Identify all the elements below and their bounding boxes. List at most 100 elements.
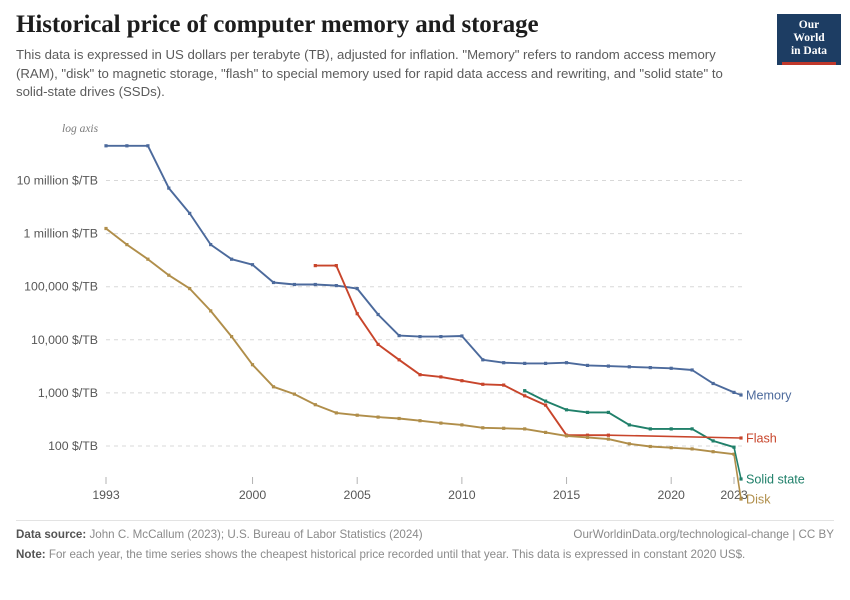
data-point-marker[interactable] [439,335,443,339]
data-point-marker[interactable] [355,287,359,291]
data-point-marker[interactable] [271,280,276,285]
data-point-marker[interactable] [167,186,171,190]
data-point-marker[interactable] [397,358,401,362]
data-point-marker[interactable] [209,243,213,247]
series-disk[interactable] [104,226,736,456]
data-point-marker[interactable] [146,144,150,148]
data-point-marker[interactable] [188,287,192,291]
data-point-marker[interactable] [250,263,255,267]
data-point-marker[interactable] [397,334,401,338]
data-point-marker[interactable] [502,383,506,387]
data-point-marker[interactable] [209,309,213,313]
data-point-marker[interactable] [544,399,548,403]
data-point-marker[interactable] [460,334,464,338]
data-point-marker[interactable] [250,363,255,367]
data-point-marker[interactable] [564,361,569,365]
data-point-marker[interactable] [606,410,610,414]
data-point-marker[interactable] [648,444,652,449]
data-point-marker[interactable] [146,257,150,261]
data-point-marker[interactable] [313,282,317,287]
series-label-solid-state[interactable]: Solid state [746,473,805,487]
data-point-marker[interactable] [125,243,129,247]
data-point-marker[interactable] [627,365,631,369]
data-point-marker[interactable] [627,423,631,427]
data-point-marker[interactable] [167,273,171,277]
data-point-marker[interactable] [502,426,506,430]
data-point-marker[interactable] [564,434,569,438]
data-point-marker[interactable] [544,430,548,434]
data-point-marker[interactable] [690,427,694,431]
data-point-marker[interactable] [564,408,569,412]
series-line[interactable] [105,144,735,394]
owid-logo-rule [782,62,836,65]
data-point-marker[interactable] [690,447,694,451]
data-point-marker[interactable] [606,437,610,441]
data-point-marker[interactable] [418,419,422,423]
data-point-marker[interactable] [544,361,548,365]
data-point-marker[interactable] [627,442,631,446]
chart-plot-area[interactable]: log axis 100 $/TB 1,000 $/TB 10,000 $/TB 10… [0,112,850,522]
data-point-marker[interactable] [481,358,485,362]
series-memory[interactable] [104,144,736,394]
data-point-marker[interactable] [334,411,338,415]
data-point-marker[interactable] [104,144,108,148]
data-point-marker[interactable] [104,226,108,231]
data-point-marker[interactable] [460,379,464,383]
data-point-marker[interactable] [585,435,590,439]
owid-url-license[interactable]: OurWorldinData.org/technological-change … [573,528,834,541]
data-point-marker[interactable] [481,426,485,430]
data-point-marker[interactable] [606,364,610,368]
data-point-marker[interactable] [418,335,422,339]
data-point-marker[interactable] [334,284,338,288]
data-point-marker[interactable] [690,368,694,372]
data-point-marker[interactable] [585,433,590,437]
data-point-marker[interactable] [376,342,380,346]
data-point-marker[interactable] [732,452,736,456]
data-point-marker[interactable] [732,390,736,394]
series-label-memory[interactable]: Memory [746,389,792,403]
data-point-marker[interactable] [397,416,401,421]
data-point-marker[interactable] [669,446,673,450]
data-point-marker[interactable] [313,264,317,268]
owid-logo[interactable]: Our World in Data [777,14,841,65]
data-point-marker[interactable] [523,361,527,365]
data-point-marker[interactable] [648,366,652,370]
series-label-leader [733,447,742,480]
data-point-marker[interactable] [418,373,422,377]
data-point-marker[interactable] [355,413,359,417]
data-point-marker[interactable] [355,312,359,316]
data-point-marker[interactable] [313,403,317,407]
data-point-marker[interactable] [292,282,296,287]
data-point-marker[interactable] [669,427,673,431]
data-point-marker[interactable] [711,439,715,443]
data-point-marker[interactable] [376,312,380,317]
data-point-marker[interactable] [585,363,590,367]
data-point-marker[interactable] [711,381,715,386]
data-point-marker[interactable] [230,257,234,261]
data-point-marker[interactable] [523,427,527,431]
data-point-marker[interactable] [523,389,527,393]
data-point-marker[interactable] [376,415,380,419]
data-point-marker[interactable] [523,394,527,398]
series-lines-group[interactable] [104,144,736,456]
data-point-marker[interactable] [125,144,129,148]
data-point-marker[interactable] [544,403,548,407]
series-label-flash[interactable]: Flash [746,432,777,446]
data-point-marker[interactable] [230,335,234,339]
data-point-marker[interactable] [669,366,673,370]
data-point-marker[interactable] [711,450,715,454]
data-point-marker[interactable] [439,375,443,379]
data-point-marker[interactable] [334,264,338,268]
data-point-marker[interactable] [292,392,296,396]
series-end-labels-group[interactable]: Memory Flash Solid state Disk [608,389,805,507]
data-point-marker[interactable] [502,361,506,365]
data-point-marker[interactable] [271,385,276,389]
data-point-marker[interactable] [648,427,652,431]
data-point-marker[interactable] [188,211,192,215]
data-point-marker[interactable] [481,382,485,386]
data-point-marker[interactable] [439,421,443,425]
series-label-disk[interactable]: Disk [746,493,771,507]
data-point-marker[interactable] [460,423,464,427]
data-point-marker[interactable] [585,410,590,414]
